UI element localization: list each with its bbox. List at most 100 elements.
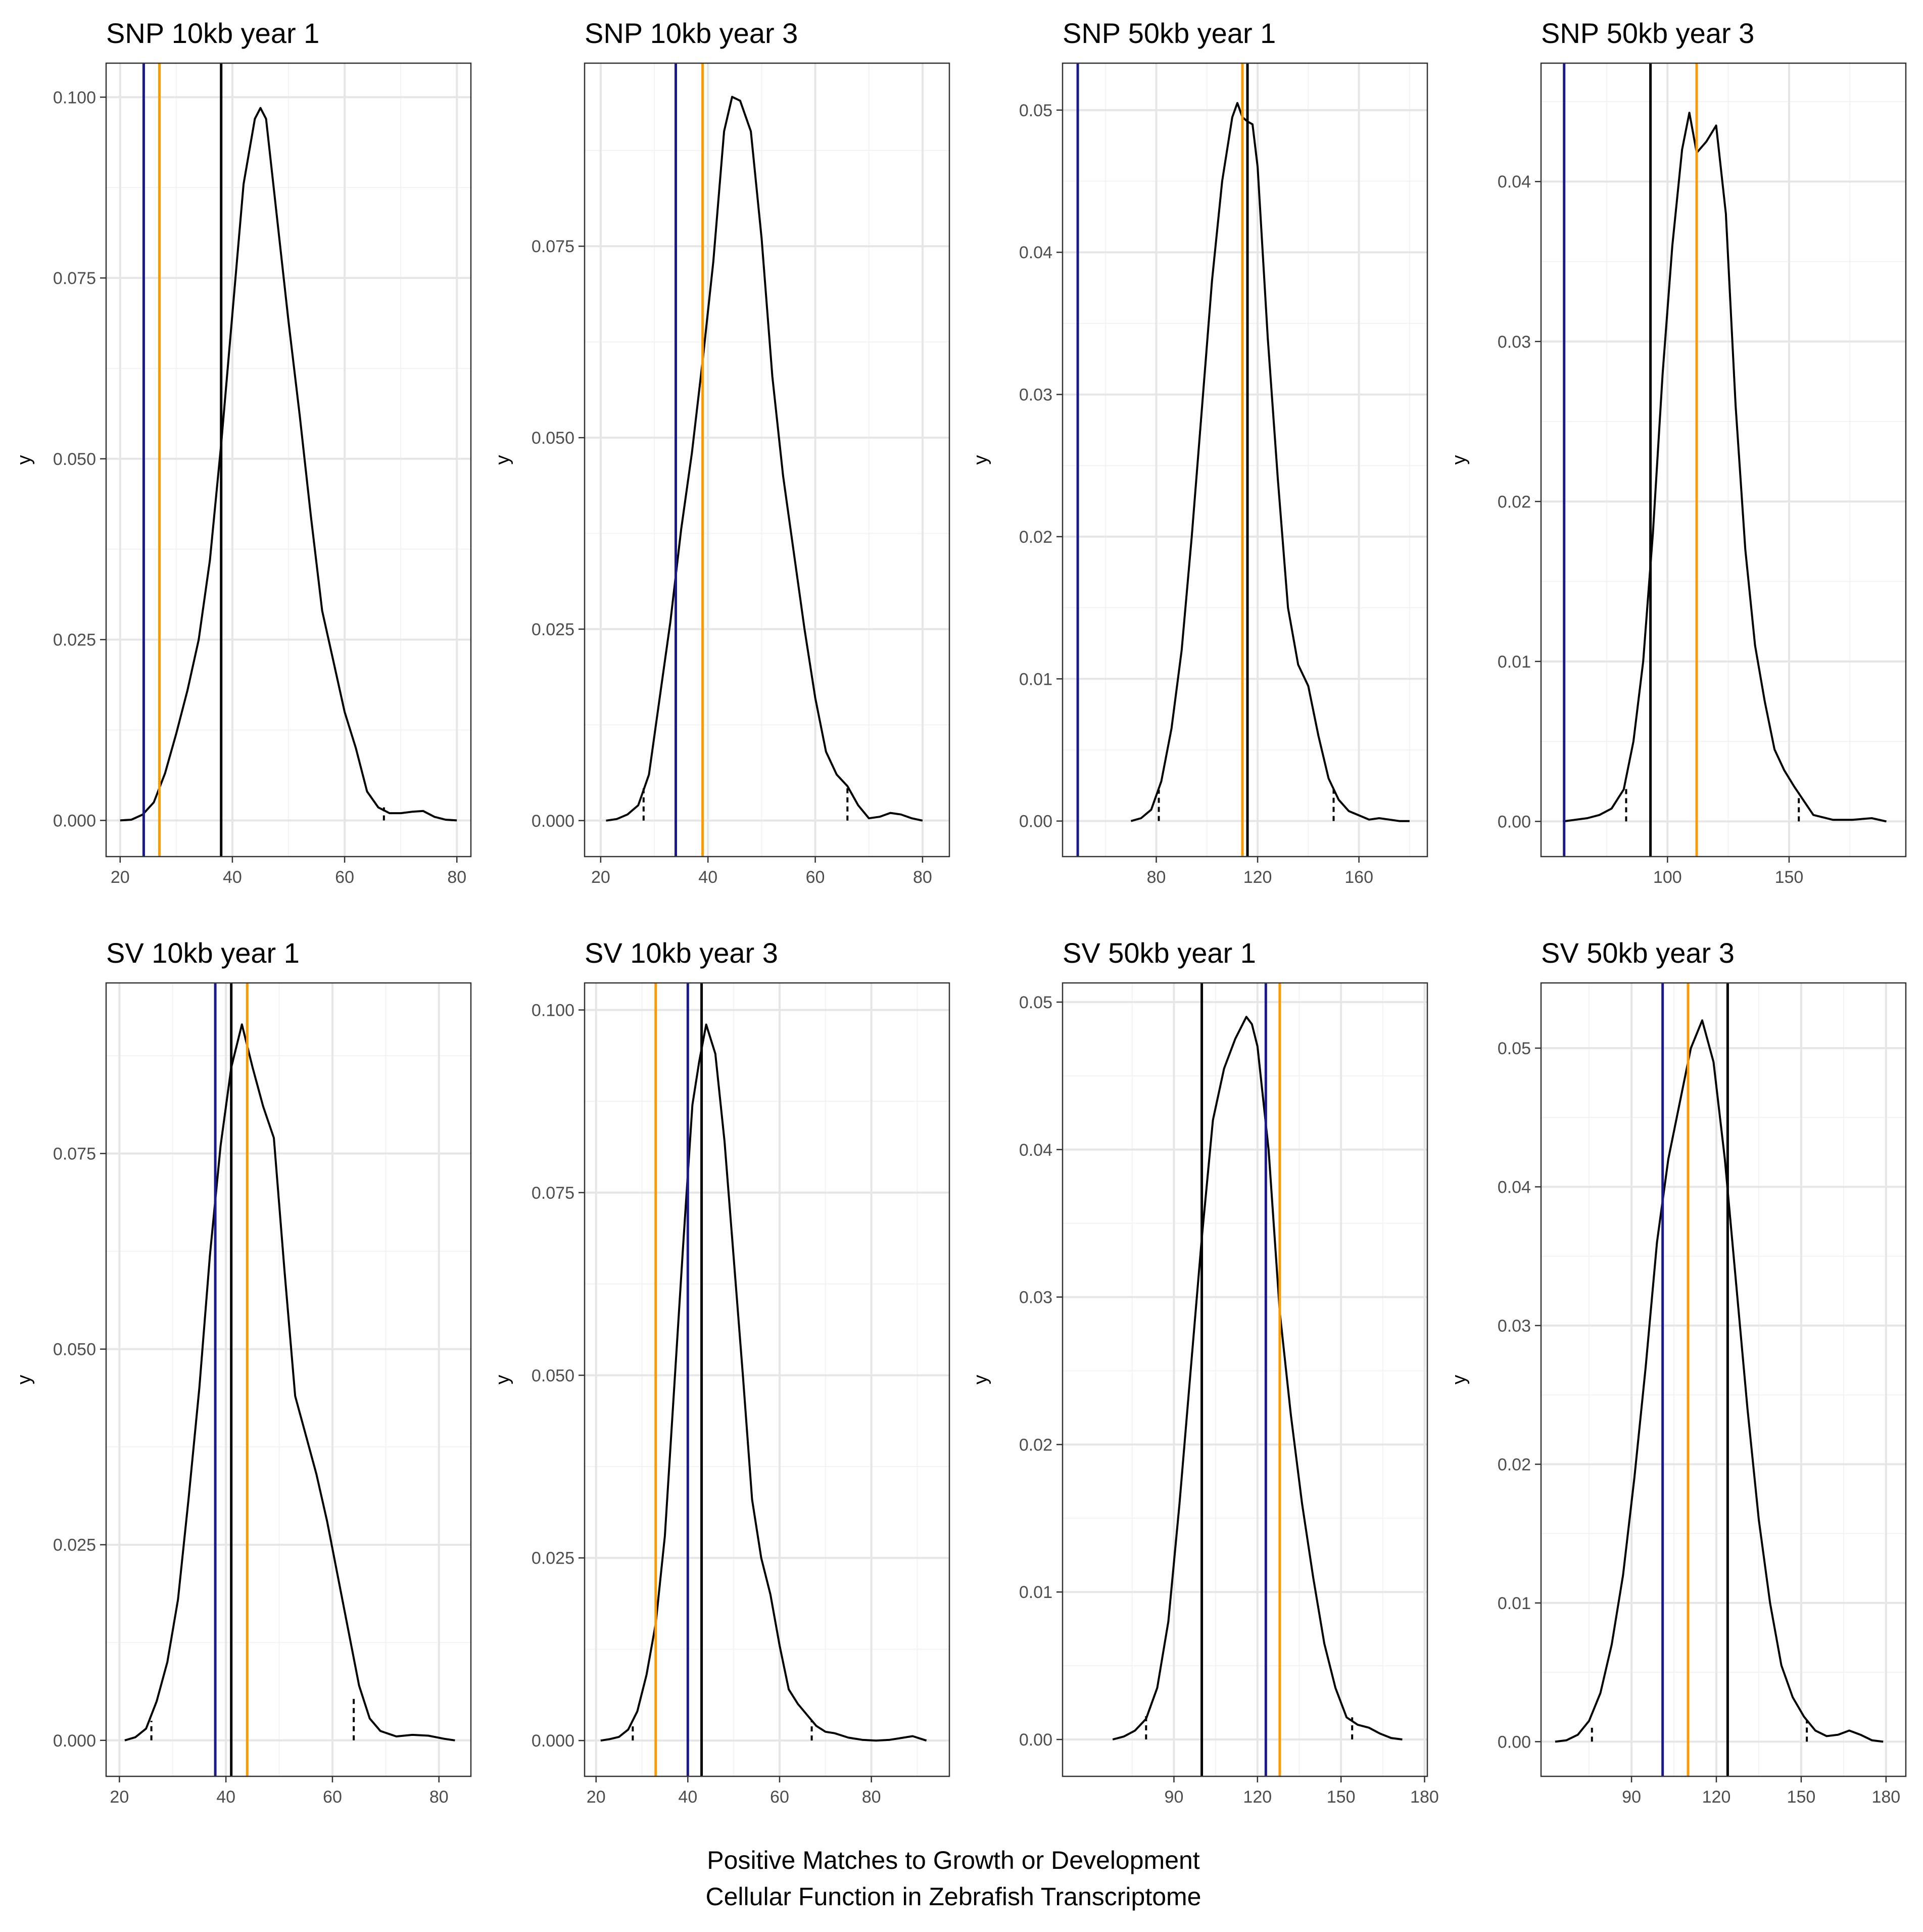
panel-border — [1540, 982, 1907, 1777]
density-curve — [606, 96, 923, 822]
plot-background — [1541, 983, 1906, 1776]
plot-background — [585, 63, 949, 857]
panel-4: SNP 50kb year 3 100 150 0.00 0.01 0.02 0.03 0.0… — [1449, 17, 1907, 887]
y-axis-label: y — [1449, 455, 1470, 465]
panel-border — [1540, 62, 1907, 858]
y-tick-label: 0.02 — [1019, 528, 1052, 547]
y-tick-label: 0.050 — [532, 429, 574, 448]
panel-title: SNP 50kb year 3 — [1541, 17, 1754, 49]
y-tick-label: 0.050 — [53, 1340, 96, 1359]
y-tick-label: 0.000 — [53, 1731, 96, 1751]
panel-border — [584, 62, 950, 858]
density-curve — [120, 107, 457, 822]
x-tick-label: 120 — [1702, 1787, 1731, 1807]
x-tick-label: 40 — [698, 868, 717, 887]
panel-border — [1062, 62, 1428, 858]
x-tick-label: 150 — [1775, 868, 1804, 887]
x-tick-label: 80 — [429, 1787, 449, 1807]
y-tick-label: 0.050 — [532, 1366, 574, 1385]
y-axis-label: y — [970, 455, 991, 465]
y-tick-label: 0.02 — [1019, 1435, 1052, 1454]
x-axis-title-line-2: Cellular Function in Zebrafish Transcrip… — [706, 1882, 1201, 1911]
x-tick-label: 60 — [335, 868, 354, 887]
panel-6: SV 10kb year 3 20 40 60 80 0.000 0.025 0.050 0.0… — [492, 937, 950, 1807]
x-tick-label: 20 — [111, 868, 130, 887]
y-tick-label: 0.100 — [532, 1001, 574, 1020]
y-tick-label: 0.03 — [1498, 1316, 1531, 1336]
y-tick-label: 0.04 — [1498, 1177, 1531, 1197]
y-tick-label: 0.04 — [1019, 243, 1052, 262]
panel-2: SNP 10kb year 3 20 40 60 80 0.000 0.025 0.050 0.… — [492, 17, 950, 887]
x-tick-label: 160 — [1344, 868, 1373, 887]
y-tick-label: 0.02 — [1498, 1455, 1531, 1474]
y-tick-label: 0.050 — [53, 450, 96, 469]
y-tick-label: 0.01 — [1498, 1594, 1531, 1613]
y-tick-label: 0.025 — [53, 1536, 96, 1555]
x-tick-label: 180 — [1410, 1787, 1439, 1807]
panel-border — [584, 982, 950, 1777]
x-tick-label: 20 — [110, 1787, 129, 1807]
plot-background — [585, 983, 949, 1776]
y-tick-label: 0.00 — [1498, 1732, 1531, 1752]
x-tick-label: 40 — [678, 1787, 697, 1807]
density-curve — [1555, 1019, 1884, 1743]
y-tick-label: 0.01 — [1019, 1583, 1052, 1602]
plot-background — [1063, 63, 1427, 857]
density-curve — [124, 1023, 455, 1741]
y-tick-label: 0.025 — [532, 620, 574, 639]
panel-border — [105, 982, 472, 1777]
density-curve — [600, 1023, 927, 1742]
y-tick-label: 0.000 — [532, 1731, 574, 1751]
y-tick-label: 0.100 — [53, 88, 96, 107]
x-tick-label: 20 — [587, 1787, 606, 1807]
x-tick-label: 100 — [1653, 868, 1682, 887]
x-tick-label: 90 — [1622, 1787, 1641, 1807]
density-curve — [1130, 102, 1410, 822]
y-tick-label: 0.02 — [1498, 492, 1531, 511]
panel-title: SNP 10kb year 3 — [585, 17, 798, 49]
x-tick-label: 60 — [323, 1787, 342, 1807]
panel-3: SNP 50kb year 1 80 120 160 0.00 0.01 0.02 0.03 0… — [970, 17, 1428, 887]
x-tick-label: 40 — [216, 1787, 235, 1807]
y-tick-label: 0.04 — [1498, 172, 1531, 192]
y-tick-label: 0.05 — [1498, 1039, 1531, 1058]
plot-background — [106, 983, 471, 1776]
y-tick-label: 0.03 — [1019, 1288, 1052, 1307]
x-tick-label: 180 — [1871, 1787, 1900, 1807]
y-axis-label: y — [492, 455, 513, 465]
y-tick-label: 0.00 — [1498, 812, 1531, 831]
panel-8: SV 50kb year 3 90 120 150 180 0.00 0.01 0.02 0.0… — [1449, 937, 1907, 1807]
y-tick-label: 0.01 — [1019, 670, 1052, 689]
y-tick-label: 0.05 — [1019, 993, 1052, 1012]
y-axis-label: y — [14, 455, 35, 465]
y-tick-label: 0.03 — [1498, 333, 1531, 352]
y-tick-label: 0.025 — [53, 631, 96, 650]
x-tick-label: 90 — [1165, 1787, 1184, 1807]
x-axis-title-line-1: Positive Matches to Growth or Developmen… — [707, 1846, 1200, 1874]
y-tick-label: 0.05 — [1019, 101, 1052, 120]
y-axis-label: y — [492, 1375, 513, 1385]
panel-title: SNP 10kb year 1 — [106, 17, 319, 49]
panel-5: SV 10kb year 1 20 40 60 80 0.000 0.025 0.050 0.0… — [14, 937, 472, 1807]
x-tick-label: 120 — [1243, 868, 1272, 887]
x-tick-label: 60 — [770, 1787, 789, 1807]
y-axis-label: y — [14, 1375, 35, 1385]
y-tick-label: 0.025 — [532, 1549, 574, 1568]
panel-title: SV 50kb year 3 — [1541, 937, 1735, 969]
x-tick-label: 60 — [806, 868, 825, 887]
x-tick-label: 80 — [447, 868, 466, 887]
y-tick-label: 0.075 — [532, 1184, 574, 1203]
panel-title: SV 10kb year 3 — [585, 937, 778, 969]
panel-title: SNP 50kb year 1 — [1063, 17, 1276, 49]
y-tick-label: 0.00 — [1019, 812, 1052, 831]
y-axis-label: y — [1449, 1375, 1470, 1385]
y-tick-label: 0.03 — [1019, 386, 1052, 405]
density-curve — [1563, 112, 1887, 823]
y-tick-label: 0.04 — [1019, 1141, 1052, 1160]
x-tick-label: 120 — [1243, 1787, 1272, 1807]
y-tick-label: 0.075 — [53, 269, 96, 288]
x-tick-label: 150 — [1787, 1787, 1816, 1807]
y-tick-label: 0.000 — [532, 812, 574, 831]
x-tick-label: 20 — [591, 868, 610, 887]
